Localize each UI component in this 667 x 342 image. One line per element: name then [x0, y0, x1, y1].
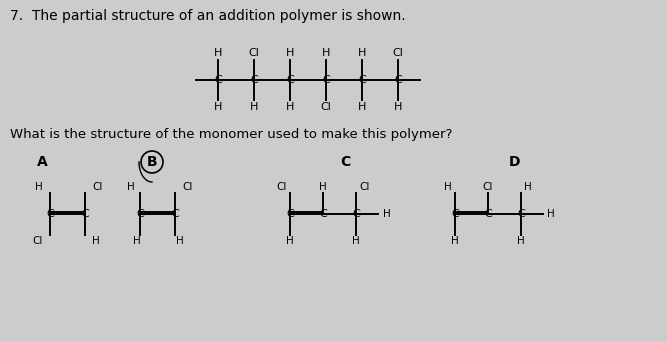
Text: C: C: [358, 75, 366, 85]
Text: C: C: [394, 75, 402, 85]
Text: H: H: [214, 49, 222, 58]
Text: C: C: [352, 209, 360, 219]
Text: Cl: Cl: [33, 236, 43, 246]
Text: H: H: [35, 182, 43, 192]
Text: H: H: [352, 237, 360, 247]
Text: C: C: [286, 209, 294, 219]
Text: Cl: Cl: [249, 49, 259, 58]
Text: H: H: [286, 49, 294, 58]
Text: H: H: [524, 182, 532, 192]
Text: Cl: Cl: [321, 102, 331, 111]
Text: C: C: [171, 209, 179, 219]
Text: C: C: [250, 75, 258, 85]
Text: H: H: [451, 237, 459, 247]
Text: C: C: [517, 209, 525, 219]
Text: C: C: [286, 75, 294, 85]
Text: D: D: [509, 155, 521, 169]
Text: 7.  The partial structure of an addition polymer is shown.: 7. The partial structure of an addition …: [10, 9, 406, 23]
Text: What is the structure of the monomer used to make this polymer?: What is the structure of the monomer use…: [10, 128, 452, 141]
Text: H: H: [444, 182, 452, 192]
Text: H: H: [250, 102, 258, 111]
Text: H: H: [394, 102, 402, 111]
Text: H: H: [127, 182, 135, 192]
Text: C: C: [214, 75, 222, 85]
Text: C: C: [451, 209, 459, 219]
Text: C: C: [322, 75, 330, 85]
Text: H: H: [92, 236, 100, 246]
Text: H: H: [358, 102, 366, 111]
Text: C: C: [484, 209, 492, 219]
Text: C: C: [340, 155, 350, 169]
Text: Cl: Cl: [182, 182, 192, 192]
Text: Cl: Cl: [92, 182, 102, 192]
Text: H: H: [358, 49, 366, 58]
Text: Cl: Cl: [277, 182, 287, 192]
Text: H: H: [286, 237, 294, 247]
Text: H: H: [548, 209, 555, 219]
Text: C: C: [136, 209, 144, 219]
Text: H: H: [321, 49, 330, 58]
Text: Cl: Cl: [393, 49, 404, 58]
Text: H: H: [319, 182, 327, 192]
Text: H: H: [382, 209, 390, 219]
Text: Cl: Cl: [359, 182, 370, 192]
Text: Cl: Cl: [483, 182, 493, 192]
Text: C: C: [319, 209, 327, 219]
Text: C: C: [46, 209, 54, 219]
Text: H: H: [214, 102, 222, 111]
Text: H: H: [286, 102, 294, 111]
Text: B: B: [147, 155, 157, 169]
Text: H: H: [176, 236, 184, 246]
Text: H: H: [517, 237, 525, 247]
Text: H: H: [133, 236, 141, 246]
Text: A: A: [37, 155, 47, 169]
Text: C: C: [81, 209, 89, 219]
